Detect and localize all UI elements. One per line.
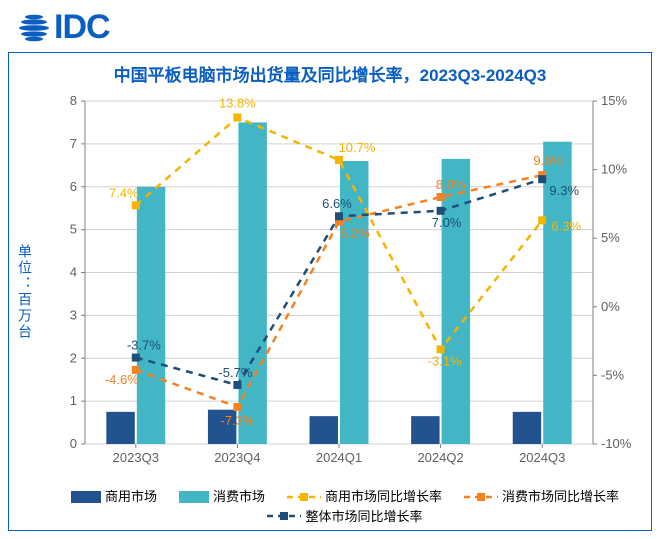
legend-item: 消费市场同比增长率 (464, 487, 619, 507)
svg-text:7.0%: 7.0% (432, 215, 462, 230)
svg-text:-10%: -10% (601, 436, 632, 451)
idc-logo: IDC (18, 8, 110, 47)
globe-icon (18, 12, 50, 44)
chart-frame: 中国平板电脑市场出货量及同比增长率，2023Q3-2024Q3 单位：百万台 0… (8, 52, 652, 531)
svg-text:6.3%: 6.3% (551, 218, 581, 233)
chart-legend: 商用市场 消费市场 商用市场同比增长率 消费市场同比增长率 整体市场同比增长率 (59, 487, 631, 526)
svg-text:6.6%: 6.6% (322, 196, 352, 211)
svg-text:3: 3 (70, 307, 77, 322)
svg-text:2024Q2: 2024Q2 (417, 450, 463, 465)
svg-text:8: 8 (70, 93, 77, 108)
svg-text:4: 4 (70, 265, 77, 280)
svg-text:8.0%: 8.0% (436, 177, 466, 192)
chart-plot: 0 1 2 3 4 5 6 7 8 -10% -5% 0% 5% 10% 15% 2023Q3 2023Q4 20… (43, 93, 641, 468)
y-left-axis-label: 单位：百万台 (15, 244, 35, 340)
svg-text:2023Q3: 2023Q3 (113, 450, 159, 465)
svg-text:5%: 5% (601, 230, 620, 245)
svg-text:0%: 0% (601, 299, 620, 314)
svg-text:2023Q4: 2023Q4 (214, 450, 260, 465)
svg-text:-7.3%: -7.3% (220, 413, 254, 428)
svg-text:-5%: -5% (601, 367, 625, 382)
svg-text:-3.1%: -3.1% (428, 353, 462, 368)
svg-text:6.2%: 6.2% (340, 226, 370, 241)
svg-text:9.6%: 9.6% (533, 153, 563, 168)
svg-text:7.4%: 7.4% (109, 185, 139, 200)
legend-item: 商用市场 (71, 487, 157, 507)
svg-text:-5.7%: -5.7% (218, 365, 252, 380)
legend-item: 消费市场 (179, 487, 265, 507)
svg-text:7: 7 (70, 136, 77, 151)
chart-title: 中国平板电脑市场出货量及同比增长率，2023Q3-2024Q3 (9, 61, 651, 86)
svg-text:1: 1 (70, 393, 77, 408)
svg-text:-3.7%: -3.7% (127, 338, 161, 353)
svg-text:10.7%: 10.7% (339, 140, 376, 155)
svg-text:9.3%: 9.3% (549, 183, 579, 198)
svg-text:2: 2 (70, 350, 77, 365)
legend-item: 商用市场同比增长率 (287, 487, 442, 507)
logo-text: IDC (54, 8, 110, 47)
svg-text:0: 0 (70, 436, 77, 451)
legend-item: 整体市场同比增长率 (267, 507, 422, 527)
svg-text:2024Q1: 2024Q1 (316, 450, 362, 465)
svg-text:-4.6%: -4.6% (105, 372, 139, 387)
svg-text:15%: 15% (601, 93, 627, 108)
svg-text:6: 6 (70, 179, 77, 194)
svg-text:13.8%: 13.8% (219, 95, 256, 110)
svg-text:2024Q3: 2024Q3 (519, 450, 565, 465)
svg-text:5: 5 (70, 222, 77, 237)
svg-text:10%: 10% (601, 162, 627, 177)
